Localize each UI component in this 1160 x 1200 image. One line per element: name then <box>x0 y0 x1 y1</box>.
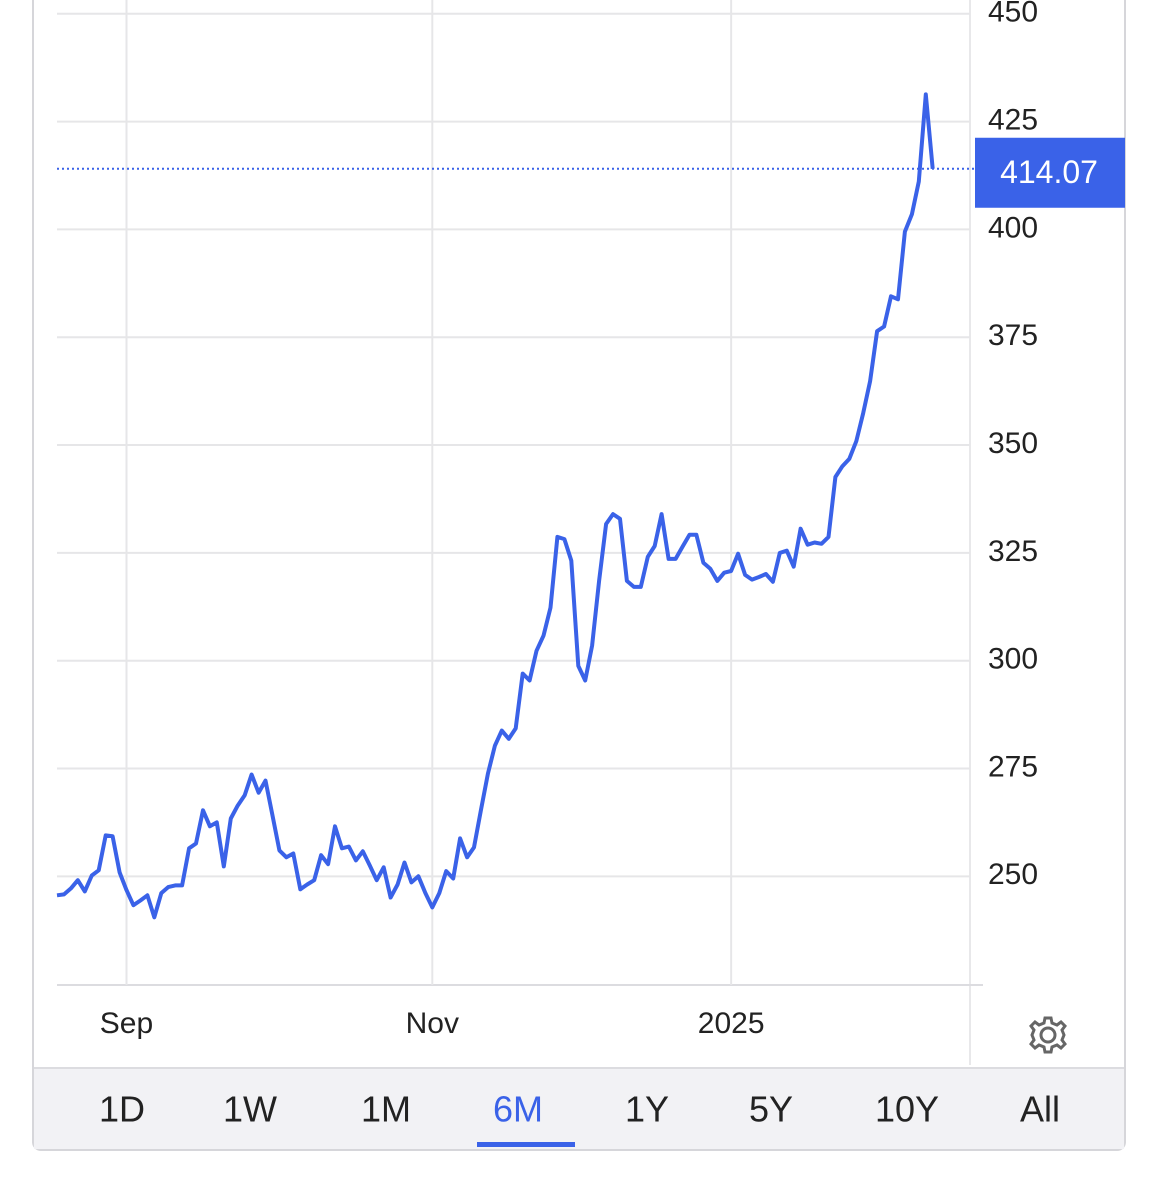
range-button[interactable]: 1Y <box>625 1089 669 1130</box>
range-bar <box>34 1068 1124 1149</box>
x-tick-label: Nov <box>406 1007 459 1040</box>
range-button[interactable]: 1W <box>223 1089 277 1130</box>
y-tick-label: 425 <box>988 104 1038 137</box>
settings-icon[interactable] <box>1029 1016 1067 1054</box>
range-selected-underline <box>477 1142 575 1147</box>
range-button[interactable]: 10Y <box>875 1089 939 1130</box>
range-button[interactable]: 1M <box>361 1089 411 1130</box>
last-price-tag <box>975 137 1125 208</box>
y-tick-label: 275 <box>988 750 1038 783</box>
gear-outline <box>1029 1016 1067 1054</box>
price-line <box>56 92 935 920</box>
y-tick-label: 325 <box>988 535 1038 568</box>
y-tick-label: 350 <box>988 427 1038 460</box>
y-tick-label: 400 <box>988 211 1038 244</box>
x-tick-label: 2025 <box>698 1007 765 1040</box>
x-tick-label: Sep <box>100 1007 153 1040</box>
card <box>32 0 1126 1151</box>
range-button[interactable]: All <box>1020 1089 1060 1130</box>
y-tick-label: 250 <box>988 858 1038 891</box>
y-tick-label: 300 <box>988 643 1038 676</box>
gear-hub <box>1039 1026 1057 1044</box>
grid <box>57 0 970 985</box>
y-tick-label: 375 <box>988 319 1038 352</box>
last-price-label: 414.07 <box>1000 154 1098 190</box>
range-button[interactable]: 6M <box>493 1089 543 1130</box>
y-tick-label: 450 <box>988 0 1038 29</box>
range-button[interactable]: 1D <box>99 1089 145 1130</box>
range-button[interactable]: 5Y <box>749 1089 793 1130</box>
